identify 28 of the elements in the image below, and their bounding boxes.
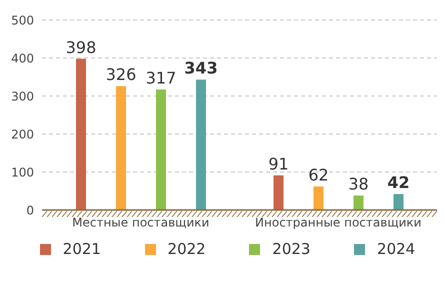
legend-label: 2023 (272, 240, 310, 258)
bar (156, 90, 166, 210)
legend-label: 2022 (168, 240, 206, 258)
data-label: 343 (184, 58, 218, 78)
legend-label: 2021 (62, 240, 101, 258)
bar (196, 80, 206, 210)
x-tick-label: Иностранные поставщики (255, 216, 422, 230)
data-label: 326 (106, 65, 136, 84)
y-tick-label: 0 (26, 203, 34, 218)
bar (354, 196, 364, 210)
bar (116, 86, 126, 210)
data-label: 38 (348, 174, 369, 194)
y-tick-label: 200 (11, 127, 34, 142)
y-tick-label: 400 (11, 51, 34, 66)
data-label: 398 (66, 38, 96, 57)
y-tick-label: 300 (11, 89, 34, 104)
bar (76, 58, 86, 210)
data-label: 42 (387, 173, 410, 192)
data-label: 91 (268, 154, 289, 174)
y-tick-label: 100 (11, 165, 34, 180)
bar (274, 175, 284, 210)
data-label: 317 (146, 68, 176, 88)
legend-label: 2024 (377, 240, 416, 258)
y-tick-label: 500 (11, 13, 34, 28)
data-label: 62 (308, 165, 329, 184)
bar (314, 186, 324, 210)
x-tick-label: Местные поставщики (72, 216, 210, 230)
bar (394, 194, 404, 210)
